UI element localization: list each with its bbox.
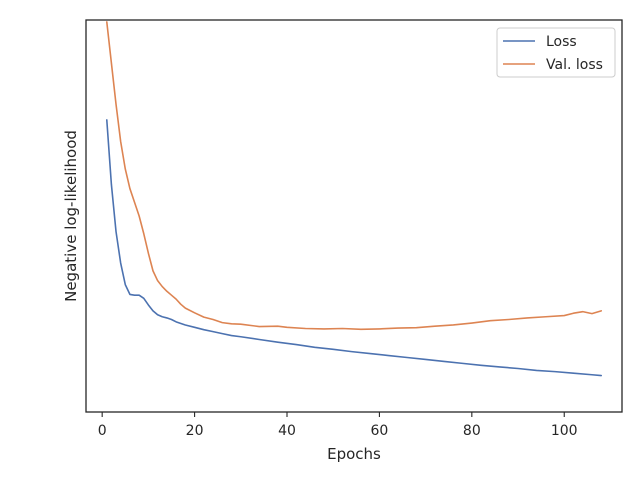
- x-tick-label: 100: [551, 423, 578, 439]
- legend: Loss Val. loss: [496, 27, 616, 78]
- plot-area: [86, 20, 622, 412]
- x-axis-label: Epochs: [327, 445, 381, 463]
- series-line-0: [105, 119, 603, 377]
- plot-frame: [85, 19, 623, 413]
- series-line-1: [105, 21, 603, 331]
- series-group: [105, 21, 603, 377]
- x-tick-label: 40: [278, 423, 296, 439]
- legend-label-1: Val. loss: [546, 57, 603, 73]
- x-tick-label: 20: [186, 423, 204, 439]
- y-axis-label: Negative log-likelihood: [62, 130, 80, 302]
- x-tick-label: 80: [463, 423, 481, 439]
- x-ticks: 0 20 40 60 80 100: [98, 412, 578, 439]
- x-tick-label: 60: [370, 423, 388, 439]
- legend-label-0: Loss: [546, 34, 577, 50]
- x-tick-label: 0: [98, 423, 107, 439]
